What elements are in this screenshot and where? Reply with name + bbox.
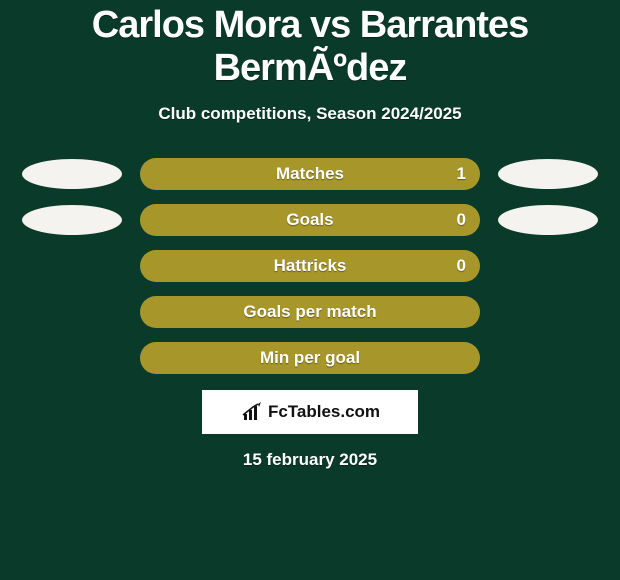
stat-bar-label: Min per goal xyxy=(260,348,360,368)
stat-row: Goals per match xyxy=(0,296,620,328)
comparison-subtitle: Club competitions, Season 2024/2025 xyxy=(0,104,620,124)
left-player-oval xyxy=(22,159,122,189)
left-player-oval xyxy=(22,205,122,235)
comparison-title: Carlos Mora vs Barrantes BermÃºdez xyxy=(0,0,620,90)
stat-bar-value: 0 xyxy=(457,210,466,230)
oval-placeholder xyxy=(498,251,598,281)
stat-bar: Hattricks 0 xyxy=(140,250,480,282)
stat-row: Min per goal xyxy=(0,342,620,374)
stat-row: Goals 0 xyxy=(0,204,620,236)
stat-rows-container: Matches 1 Goals 0 Hattricks 0 Goals per match M… xyxy=(0,158,620,374)
right-player-oval xyxy=(498,159,598,189)
oval-placeholder xyxy=(22,251,122,281)
stat-bar-value: 0 xyxy=(457,256,466,276)
oval-placeholder xyxy=(498,297,598,327)
stat-bar: Matches 1 xyxy=(140,158,480,190)
logo-box: FcTables.com xyxy=(202,390,418,434)
stat-row: Matches 1 xyxy=(0,158,620,190)
stat-bar-label: Matches xyxy=(276,164,344,184)
stat-bar: Min per goal xyxy=(140,342,480,374)
stat-bar-label: Goals per match xyxy=(243,302,376,322)
oval-placeholder xyxy=(22,297,122,327)
logo-text: FcTables.com xyxy=(268,402,380,422)
stat-bar-label: Hattricks xyxy=(274,256,347,276)
stat-bar-label: Goals xyxy=(286,210,333,230)
comparison-date: 15 february 2025 xyxy=(0,450,620,470)
oval-placeholder xyxy=(22,343,122,373)
right-player-oval xyxy=(498,205,598,235)
stat-bar: Goals 0 xyxy=(140,204,480,236)
stat-row: Hattricks 0 xyxy=(0,250,620,282)
oval-placeholder xyxy=(498,343,598,373)
stat-bar-value: 1 xyxy=(457,164,466,184)
stat-bar: Goals per match xyxy=(140,296,480,328)
chart-icon xyxy=(240,402,266,422)
